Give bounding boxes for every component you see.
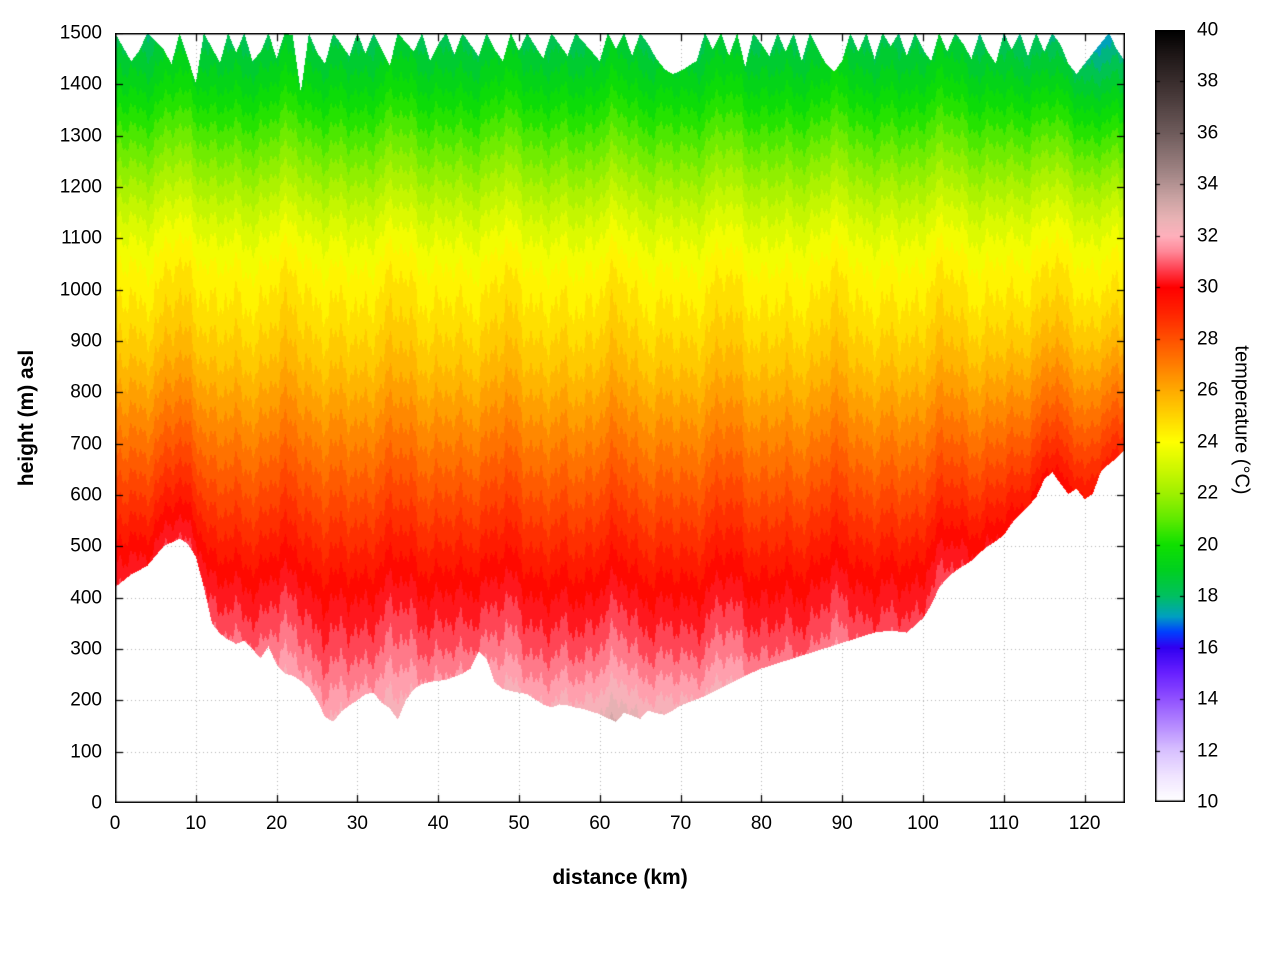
x-tick-label: 120 xyxy=(1068,813,1101,834)
x-tick-label: 10 xyxy=(185,813,207,834)
colorbar-tick-label: 10 xyxy=(1197,791,1219,813)
y-tick-label: 600 xyxy=(70,484,102,506)
y-tick-label: 1000 xyxy=(59,279,102,301)
colorbar-tick-label: 16 xyxy=(1197,637,1219,659)
colorbar-canvas xyxy=(1155,30,1185,802)
x-tick-label: 30 xyxy=(346,813,368,834)
x-tick-label: 90 xyxy=(831,813,853,834)
x-tick-label: 60 xyxy=(589,813,611,834)
colorbar-tick-label: 32 xyxy=(1197,225,1219,247)
y-tick-label: 1400 xyxy=(59,73,102,95)
y-tick-label: 1500 xyxy=(59,22,102,44)
colorbar-label: temperature (°C) xyxy=(1230,345,1253,495)
x-tick-label: 20 xyxy=(266,813,288,834)
colorbar-tick-label: 34 xyxy=(1197,173,1219,195)
y-axis-label: height (m) asl xyxy=(15,349,38,487)
x-tick-label: 100 xyxy=(907,813,939,834)
y-tick-label: 800 xyxy=(70,381,102,403)
colorbar-tick-label: 24 xyxy=(1197,431,1219,453)
colorbar-tick-label: 20 xyxy=(1197,534,1219,556)
y-tick-label: 1300 xyxy=(59,125,102,147)
y-tick-label: 400 xyxy=(70,587,102,609)
x-tick-label: 70 xyxy=(670,813,692,834)
y-tick-label: 200 xyxy=(70,689,102,711)
x-tick-label: 0 xyxy=(109,813,121,834)
y-tick-label: 900 xyxy=(70,330,102,352)
y-tick-label: 1200 xyxy=(59,176,102,198)
colorbar-tick-label: 12 xyxy=(1197,740,1219,762)
y-tick-label: 300 xyxy=(70,638,102,660)
plot-canvas xyxy=(115,33,1125,803)
x-tick-label: 110 xyxy=(988,813,1019,834)
y-tick-label: 100 xyxy=(70,741,102,763)
colorbar-tick-label: 30 xyxy=(1197,276,1219,298)
colorbar-tick-label: 18 xyxy=(1197,585,1219,607)
colorbar-tick-label: 22 xyxy=(1197,482,1219,504)
x-tick-label: 50 xyxy=(508,813,530,834)
colorbar-tick-label: 38 xyxy=(1197,70,1219,92)
x-tick-label: 80 xyxy=(750,813,772,834)
colorbar-tick-label: 28 xyxy=(1197,328,1219,350)
colorbar-tick-label: 14 xyxy=(1197,688,1219,710)
y-tick-label: 1100 xyxy=(61,227,102,249)
y-tick-label: 700 xyxy=(70,433,102,455)
colorbar-tick-label: 40 xyxy=(1197,19,1219,41)
x-axis-label: distance (km) xyxy=(552,866,688,889)
colorbar-tick-label: 26 xyxy=(1197,379,1219,401)
y-tick-label: 0 xyxy=(91,792,102,814)
colorbar-tick-label: 36 xyxy=(1197,122,1219,144)
y-tick-label: 500 xyxy=(70,535,102,557)
x-tick-label: 40 xyxy=(427,813,449,834)
